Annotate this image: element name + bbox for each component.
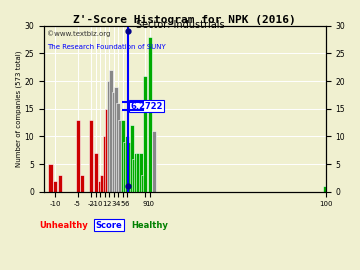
Bar — [136, 153, 140, 192]
Bar — [103, 136, 107, 192]
Text: The Research Foundation of SUNY: The Research Foundation of SUNY — [46, 44, 165, 50]
Y-axis label: Number of companies (573 total): Number of companies (573 total) — [15, 50, 22, 167]
Bar — [121, 120, 125, 192]
Bar — [89, 120, 93, 192]
Bar — [49, 164, 53, 192]
Bar — [324, 186, 328, 192]
Bar — [130, 125, 134, 192]
Bar — [143, 76, 147, 192]
Bar — [100, 175, 104, 192]
Text: Unhealthy: Unhealthy — [40, 221, 89, 230]
Bar — [109, 70, 113, 192]
Bar — [118, 120, 122, 192]
Bar — [80, 175, 84, 192]
Bar — [116, 103, 120, 192]
Bar — [132, 158, 136, 192]
Text: 6.2722: 6.2722 — [131, 102, 163, 110]
Bar — [53, 181, 57, 192]
Title: Z'-Score Histogram for NPK (2016): Z'-Score Histogram for NPK (2016) — [73, 15, 296, 25]
Bar — [112, 92, 116, 192]
Text: Healthy: Healthy — [131, 221, 168, 230]
Bar — [148, 37, 152, 192]
Bar — [152, 131, 156, 192]
Bar — [105, 109, 109, 192]
Bar — [123, 142, 127, 192]
Text: ©www.textbiz.org: ©www.textbiz.org — [46, 31, 110, 38]
Bar — [76, 120, 80, 192]
Bar — [58, 175, 62, 192]
Text: Score: Score — [96, 221, 122, 230]
Bar — [139, 153, 143, 192]
Bar — [125, 136, 129, 192]
Bar — [94, 153, 98, 192]
Bar — [107, 81, 111, 192]
Bar — [127, 142, 131, 192]
Bar — [114, 87, 118, 192]
Bar — [98, 181, 102, 192]
Bar — [134, 153, 138, 192]
Text: Sector: Industrials: Sector: Industrials — [136, 20, 224, 30]
Bar — [141, 175, 145, 192]
